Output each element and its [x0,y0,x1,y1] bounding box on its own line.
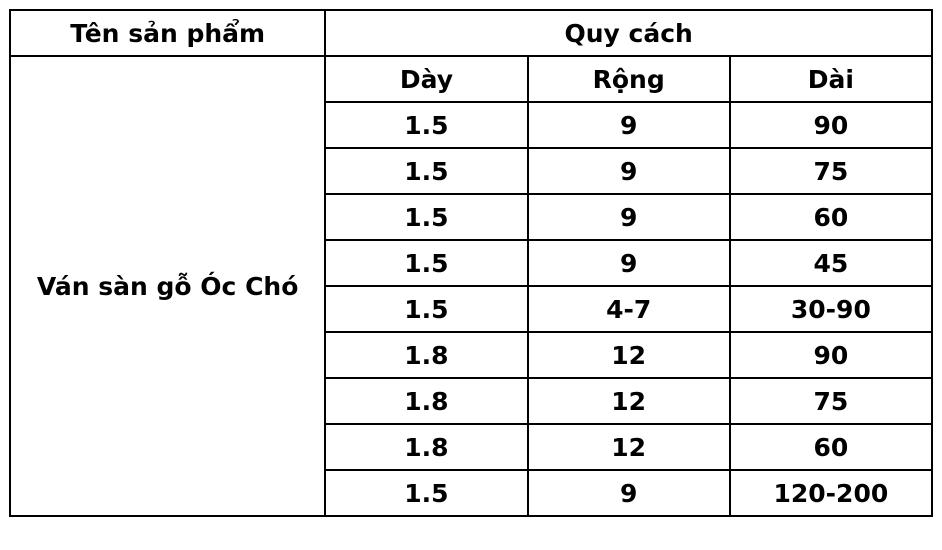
cell-thickness: 1.5 [324,193,529,241]
table-row: 1.8 12 75 [10,377,934,425]
spec-table: Tên sản phẩm Quy cách Ván sàn gỗ Óc Chó … [8,9,934,517]
cell-width: 12 [526,423,731,471]
table-row: 1.8 12 60 [10,423,934,471]
subheader-row: Ván sàn gỗ Óc Chó Dày Rộng Dài [8,55,934,517]
cell-length: 60 [728,193,934,241]
cell-thickness: 1.8 [324,331,529,379]
cell-width: 9 [526,147,731,195]
header-row: Tên sản phẩm Quy cách [8,9,933,57]
table-row: 1.8 12 90 [10,331,934,379]
cell-thickness: 1.5 [324,285,529,333]
cell-length: 90 [728,101,934,149]
cell-length: 60 [728,423,934,471]
table-row: 1.5 9 90 [10,101,934,149]
cell-thickness: 1.5 [324,101,529,149]
cell-length: 120-200 [728,469,934,517]
cell-width: 9 [526,193,731,241]
product-name: Ván sàn gỗ Óc Chó [8,55,327,517]
header-product: Tên sản phẩm [8,9,327,57]
cell-width: 9 [526,101,731,149]
table-row: 1.5 9 60 [10,193,934,241]
table-row: 1.5 9 45 [10,239,934,287]
header-spec: Quy cách [324,9,933,57]
cell-thickness: 1.8 [324,423,529,471]
header-width: Rộng [526,55,731,103]
header-thickness: Dày [324,55,529,103]
cell-length: 30-90 [728,285,934,333]
table-row: 1.5 9 75 [10,147,934,195]
cell-width: 9 [526,469,731,517]
cell-thickness: 1.8 [324,377,529,425]
header-length: Dài [728,55,934,103]
cell-length: 90 [728,331,934,379]
cell-width: 4-7 [526,285,731,333]
cell-thickness: 1.5 [324,147,529,195]
cell-thickness: 1.5 [324,469,529,517]
cell-width: 12 [526,377,731,425]
cell-length: 45 [728,239,934,287]
cell-width: 9 [526,239,731,287]
cell-length: 75 [728,377,934,425]
cell-width: 12 [526,331,731,379]
cell-thickness: 1.5 [324,239,529,287]
table-row: 1.5 9 120-200 [10,469,934,517]
table-row: 1.5 4-7 30-90 [10,285,934,333]
cell-length: 75 [728,147,934,195]
